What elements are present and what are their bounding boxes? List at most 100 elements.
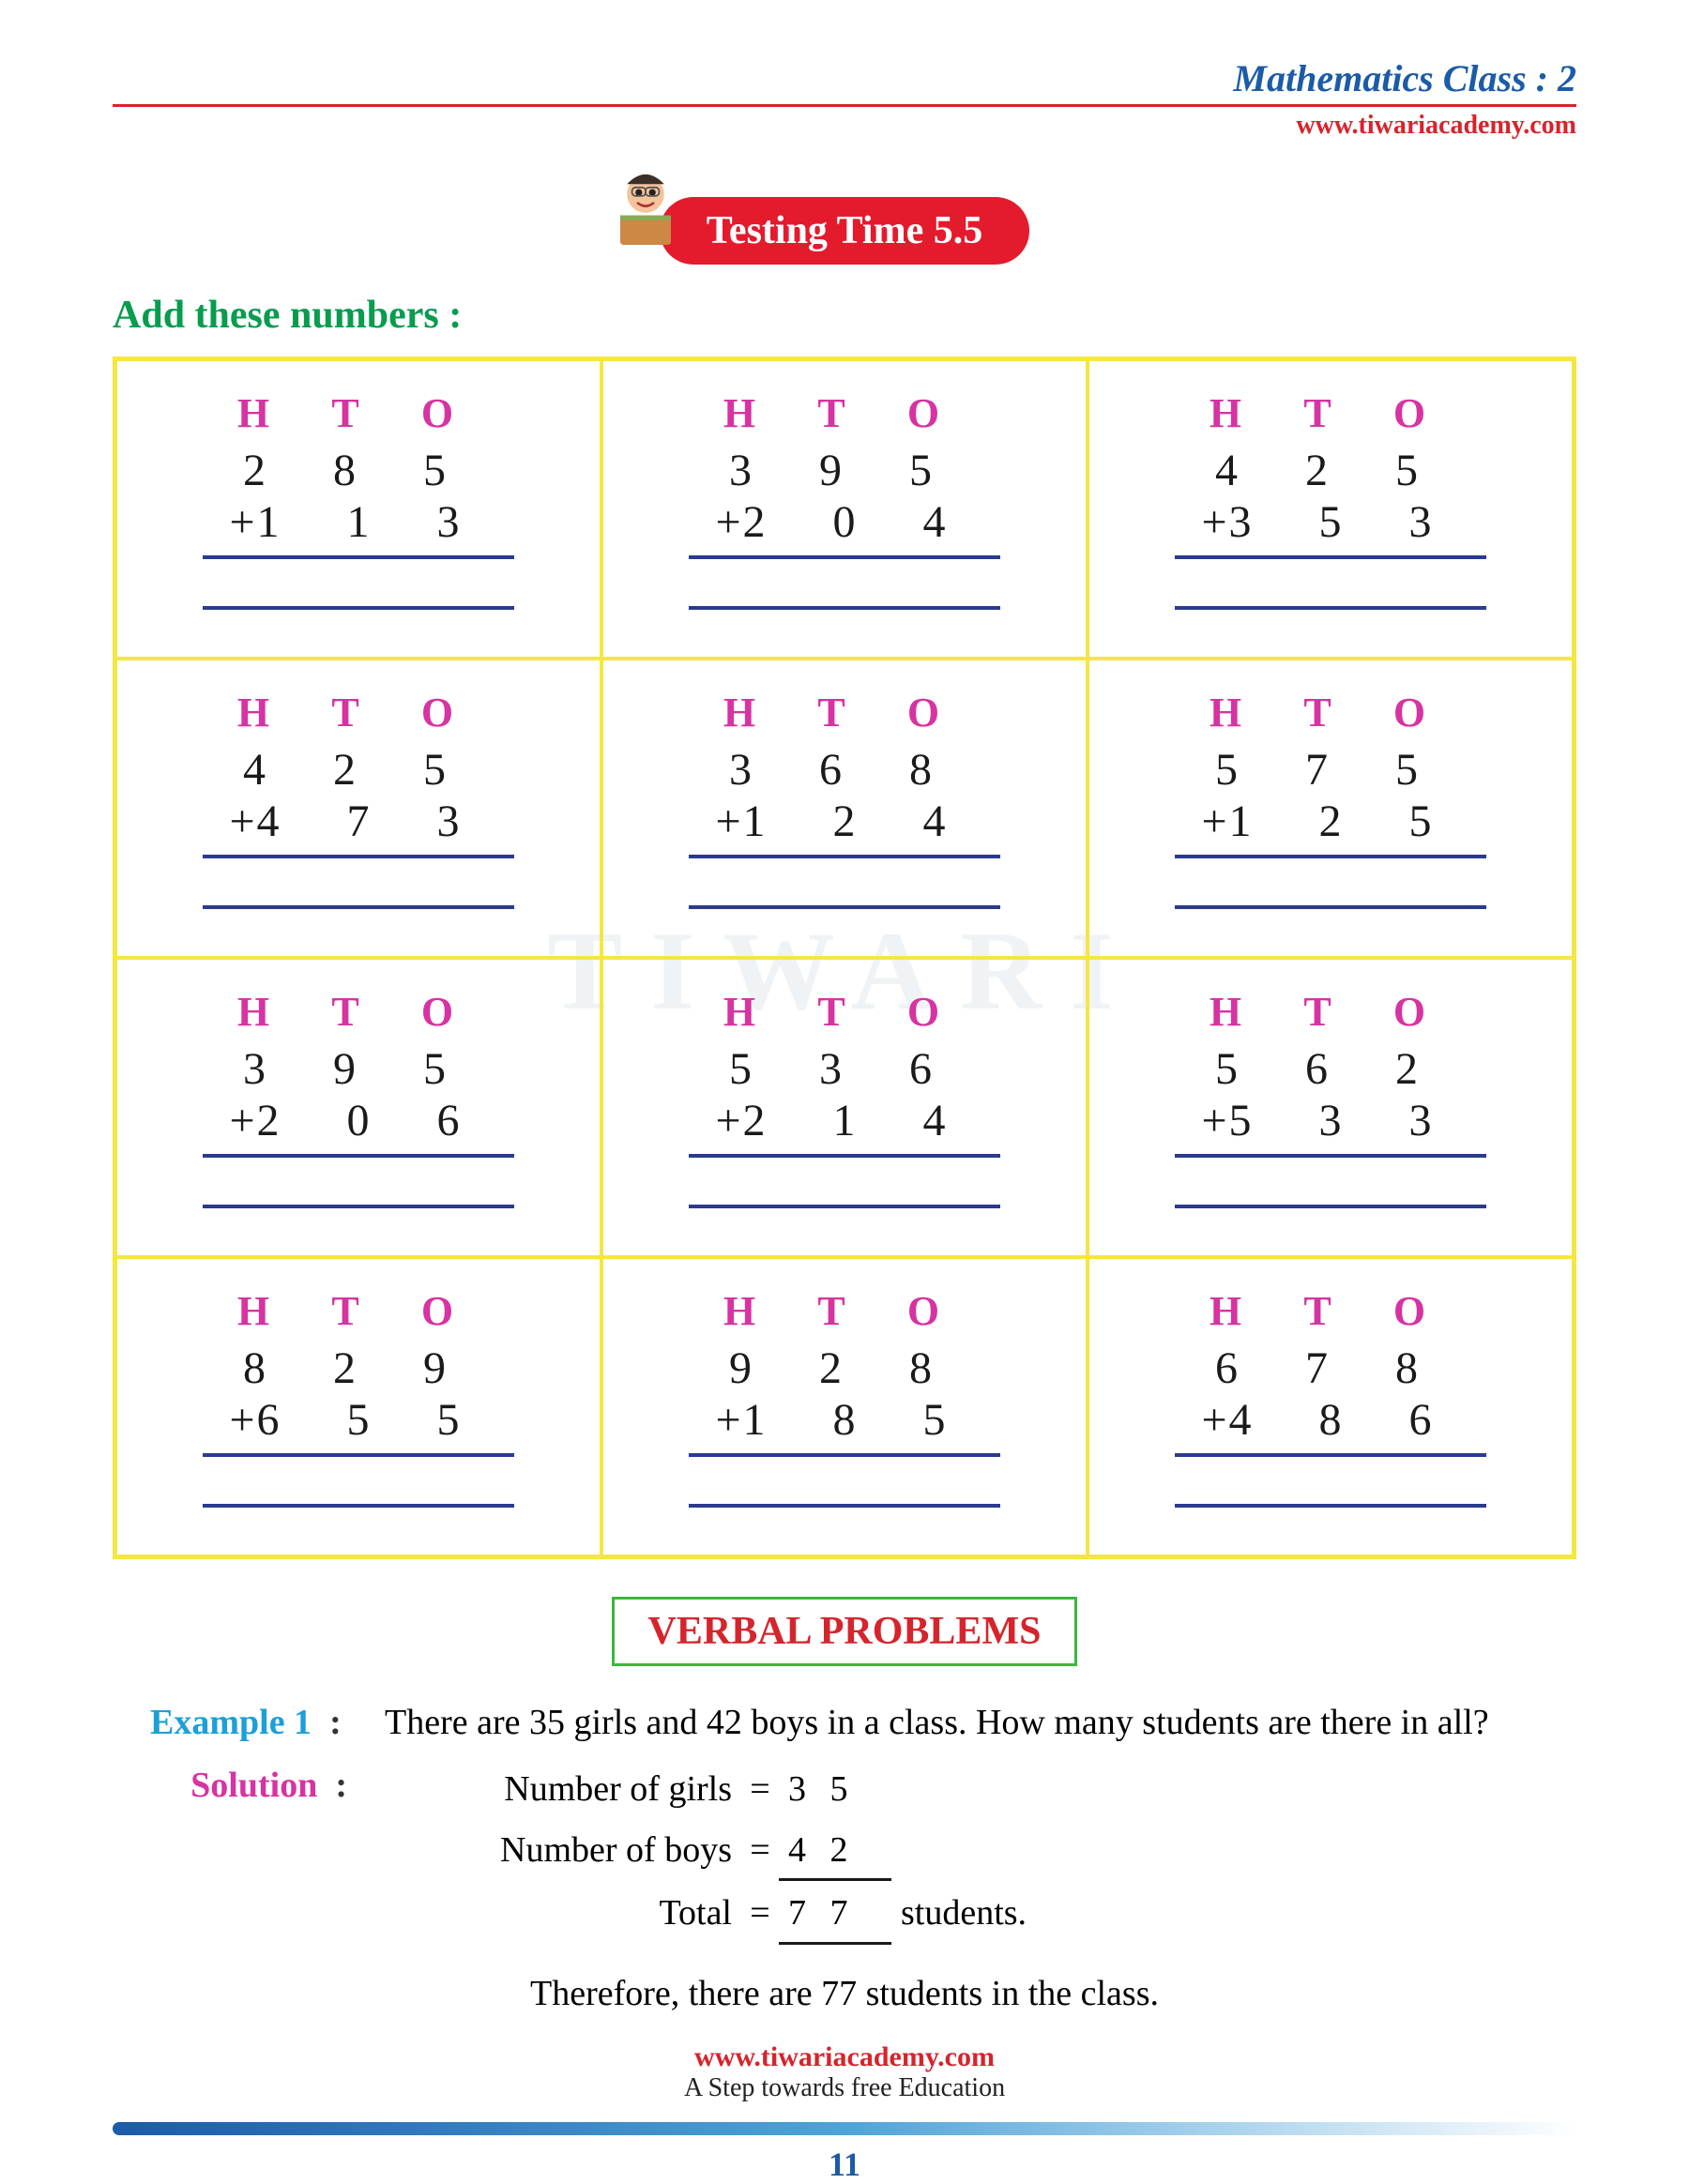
addend-top: 4 2 5 — [1108, 445, 1553, 496]
answer-line — [1175, 905, 1486, 909]
rule-line — [689, 555, 1000, 559]
hto-header: H T O — [1108, 389, 1553, 437]
addition-problem: H T O 3 9 5 + 2 0 4 — [601, 359, 1088, 659]
answer-line — [689, 606, 1000, 610]
instruction-text: Add these numbers : — [113, 293, 1576, 338]
testing-time-badge: Testing Time 5.5 — [660, 197, 1029, 265]
hto-header: H T O — [622, 389, 1067, 437]
example-question-row: Example 1 : There are 35 girls and 42 bo… — [150, 1694, 1539, 1752]
addition-problem: H T O 4 2 5 + 4 7 3 — [115, 659, 601, 958]
addend-top: 5 6 2 — [1108, 1043, 1553, 1095]
solution-lines: Number of girls = 3 5 Number of boys = 4… — [385, 1757, 1539, 1949]
red-divider — [113, 104, 1576, 107]
hto-header: H T O — [622, 988, 1067, 1036]
rule-line — [203, 555, 514, 559]
hto-header: H T O — [622, 1287, 1067, 1335]
solution-line: Total = 7 7 students. — [385, 1885, 1539, 1945]
rule-line — [689, 855, 1000, 858]
addition-problem: H T O 3 9 5 + 2 0 6 — [115, 958, 601, 1257]
answer-line — [203, 1205, 514, 1208]
addition-problem: H T O 5 3 6 + 2 1 4 — [601, 958, 1088, 1257]
addend-bottom: + 2 1 4 — [622, 1095, 1067, 1146]
rule-line — [1175, 1154, 1486, 1158]
verbal-problems-heading: VERBAL PROBLEMS — [612, 1597, 1078, 1666]
rule-line — [1175, 855, 1486, 858]
addition-problem: H T O 9 2 8 + 1 8 5 — [601, 1257, 1088, 1556]
page-header: Mathematics Class : 2 www.tiwariacademy.… — [113, 56, 1576, 141]
hto-header: H T O — [1108, 1287, 1553, 1335]
equals-sign: = — [741, 1822, 779, 1882]
answer-line — [203, 606, 514, 610]
answer-line — [689, 1205, 1000, 1208]
rule-line — [689, 1154, 1000, 1158]
example-label: Example 1 : — [150, 1694, 385, 1752]
hto-header: H T O — [136, 389, 581, 437]
equals-sign: = — [741, 1761, 779, 1818]
sol-rest: students. — [891, 1885, 1027, 1945]
addend-bottom: + 3 5 3 — [1108, 496, 1553, 548]
addition-problems-grid: H T O 2 8 5 + 1 1 3 H T O 3 9 5 + 2 0 4 … — [113, 356, 1576, 1559]
addend-top: 9 2 8 — [622, 1342, 1067, 1394]
gradient-divider — [113, 2122, 1576, 2135]
page-footer: www.tiwariacademy.com A Step towards fre… — [113, 2041, 1576, 2184]
solution-line: Number of girls = 3 5 — [385, 1761, 1539, 1818]
hto-header: H T O — [136, 1287, 581, 1335]
addend-bottom: + 2 0 6 — [136, 1095, 581, 1146]
rule-line — [203, 1154, 514, 1158]
addition-problem: H T O 3 6 8 + 1 2 4 — [601, 659, 1088, 958]
badge-container: Testing Time 5.5 — [113, 197, 1576, 265]
addition-problem: H T O 5 6 2 + 5 3 3 — [1088, 958, 1574, 1257]
answer-line — [203, 905, 514, 909]
sol-value: 7 7 — [779, 1885, 891, 1945]
addend-top: 3 6 8 — [622, 744, 1067, 796]
cartoon-child-icon — [603, 169, 688, 253]
class-title: Mathematics Class : 2 — [113, 56, 1576, 100]
rule-line — [203, 855, 514, 858]
addend-bottom: + 6 5 5 — [136, 1394, 581, 1446]
header-website: www.tiwariacademy.com — [113, 111, 1576, 141]
addition-problem: H T O 4 2 5 + 3 5 3 — [1088, 359, 1574, 659]
hto-header: H T O — [622, 689, 1067, 736]
addend-top: 4 2 5 — [136, 744, 581, 796]
addition-problem: H T O 5 7 5 + 1 2 5 — [1088, 659, 1574, 958]
answer-line — [1175, 1504, 1486, 1508]
sol-text: Number of boys — [385, 1822, 741, 1882]
sol-rest — [891, 1822, 901, 1882]
answer-line — [689, 1504, 1000, 1508]
page-number: 11 — [113, 2145, 1576, 2184]
verbal-heading-container: VERBAL PROBLEMS — [113, 1597, 1576, 1666]
hto-header: H T O — [1108, 689, 1553, 736]
solution-label: Solution : — [150, 1757, 385, 1949]
solution-row: Solution : Number of girls = 3 5 Number … — [150, 1757, 1539, 1949]
addition-problem: H T O 2 8 5 + 1 1 3 — [115, 359, 601, 659]
sol-value: 4 2 — [779, 1822, 891, 1882]
addend-bottom: + 1 8 5 — [622, 1394, 1067, 1446]
therefore-statement: Therefore, there are 77 students in the … — [150, 1965, 1539, 2023]
equals-sign: = — [741, 1885, 779, 1945]
footer-tagline: A Step towards free Education — [113, 2073, 1576, 2103]
addition-problem: H T O 6 7 8 + 4 8 6 — [1088, 1257, 1574, 1556]
answer-line — [1175, 606, 1486, 610]
answer-line — [689, 905, 1000, 909]
addend-top: 3 9 5 — [622, 445, 1067, 496]
addend-bottom: + 1 2 4 — [622, 796, 1067, 847]
addend-bottom: + 4 8 6 — [1108, 1394, 1553, 1446]
rule-line — [1175, 1453, 1486, 1457]
example-block: Example 1 : There are 35 girls and 42 bo… — [150, 1694, 1539, 2023]
addend-bottom: + 4 7 3 — [136, 796, 581, 847]
addend-top: 3 9 5 — [136, 1043, 581, 1095]
addend-top: 5 7 5 — [1108, 744, 1553, 796]
sol-text: Total — [385, 1885, 741, 1945]
addend-top: 2 8 5 — [136, 445, 581, 496]
addend-top: 5 3 6 — [622, 1043, 1067, 1095]
sol-rest — [891, 1761, 901, 1818]
addend-bottom: + 1 1 3 — [136, 496, 581, 548]
addend-bottom: + 5 3 3 — [1108, 1095, 1553, 1146]
footer-website: www.tiwariacademy.com — [113, 2041, 1576, 2073]
rule-line — [203, 1453, 514, 1457]
hto-header: H T O — [1108, 988, 1553, 1036]
rule-line — [1175, 555, 1486, 559]
sol-text: Number of girls — [385, 1761, 741, 1818]
addition-problem: H T O 8 2 9 + 6 5 5 — [115, 1257, 601, 1556]
answer-line — [203, 1504, 514, 1508]
